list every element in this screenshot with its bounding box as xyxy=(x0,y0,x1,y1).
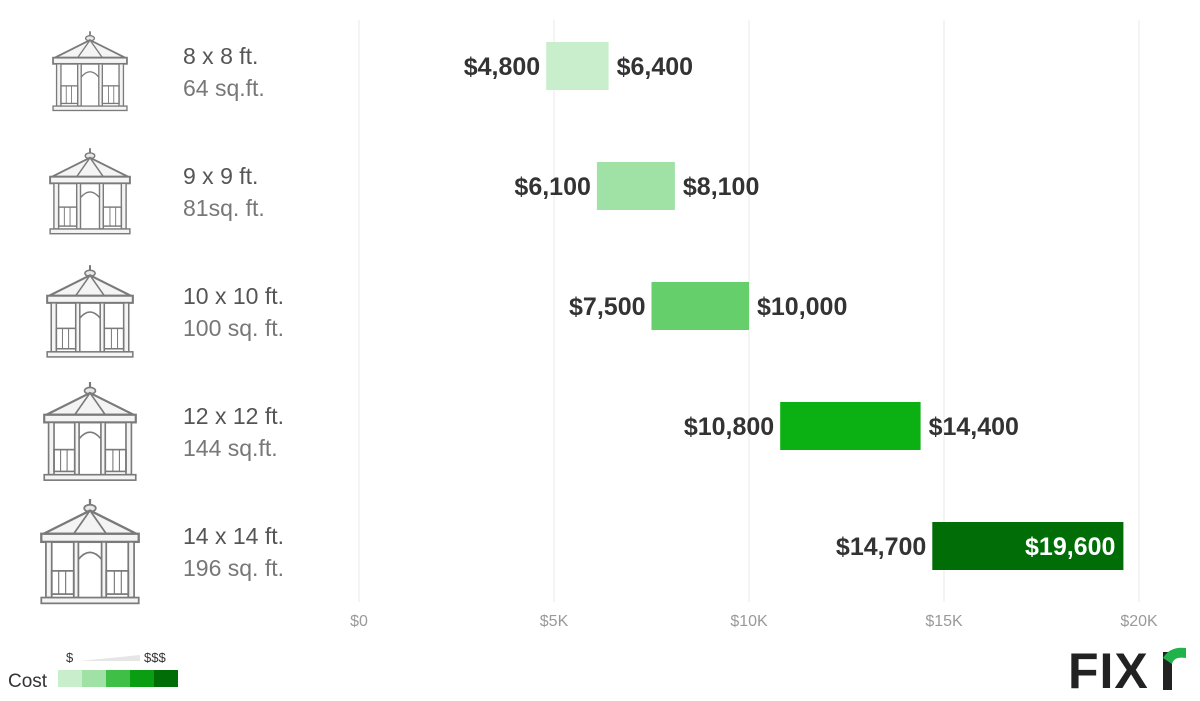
size-label: 8 x 8 ft. xyxy=(183,43,258,69)
x-tick-label: $0 xyxy=(350,613,368,630)
legend-swatch xyxy=(106,670,130,687)
high-value-label: $6,400 xyxy=(617,53,693,81)
logo-r-stem xyxy=(1163,652,1172,690)
size-label: 14 x 14 ft. xyxy=(183,523,284,549)
range-bar xyxy=(780,402,921,450)
gazebo-icon xyxy=(52,30,128,112)
legend-swatch xyxy=(130,670,154,687)
low-value-label: $10,800 xyxy=(684,413,774,441)
legend-swatch xyxy=(58,670,82,687)
legend-gradient-wedge xyxy=(80,655,140,661)
cost-legend: $ $$$ Cost xyxy=(8,650,178,692)
x-tick-label: $10K xyxy=(730,613,768,630)
x-tick-label: $20K xyxy=(1120,613,1158,630)
chart-row: 8 x 8 ft. 64 sq.ft. $4,800 $6,400 xyxy=(52,30,693,112)
gazebo-icon xyxy=(46,264,134,358)
legend-swatch xyxy=(154,670,178,687)
chart-row: 10 x 10 ft. 100 sq. ft. $7,500 $10,000 xyxy=(46,264,847,358)
legend-low-symbol: $ xyxy=(66,650,74,665)
chart-row: 14 x 14 ft. 196 sq. ft. $14,700 $19,600 xyxy=(40,497,1124,605)
legend-swatch xyxy=(82,670,106,687)
low-value-label: $14,700 xyxy=(836,533,926,561)
area-label: 100 sq. ft. xyxy=(183,315,284,341)
area-label: 144 sq.ft. xyxy=(183,435,278,461)
size-label: 9 x 9 ft. xyxy=(183,163,258,189)
legend-high-symbol: $$$ xyxy=(144,650,166,665)
area-label: 81sq. ft. xyxy=(183,195,265,221)
range-bar xyxy=(651,282,749,330)
gazebo-icon xyxy=(40,497,140,605)
size-label: 12 x 12 ft. xyxy=(183,403,284,429)
fixr-logo: FIX xyxy=(1068,643,1186,699)
range-bar xyxy=(546,42,609,90)
high-value-label: $10,000 xyxy=(757,293,847,321)
high-value-label: $19,600 xyxy=(1025,533,1115,561)
area-label: 64 sq.ft. xyxy=(183,75,265,101)
size-label: 10 x 10 ft. xyxy=(183,283,284,309)
high-value-label: $8,100 xyxy=(683,173,759,201)
chart-row: 12 x 12 ft. 144 sq.ft. $10,800 $14,400 xyxy=(43,380,1019,482)
high-value-label: $14,400 xyxy=(929,413,1019,441)
low-value-label: $7,500 xyxy=(569,293,645,321)
x-axis-ticks: $0 $5K $10K $15K $20K xyxy=(350,613,1158,630)
legend-title: Cost xyxy=(8,671,48,692)
low-value-label: $4,800 xyxy=(464,53,540,81)
range-bar xyxy=(932,522,1124,570)
x-tick-label: $5K xyxy=(540,613,569,630)
chart-rows: 8 x 8 ft. 64 sq.ft. $4,800 $6,400 9 x 9 ft. 8… xyxy=(40,30,1124,605)
x-tick-label: $15K xyxy=(925,613,963,630)
area-label: 196 sq. ft. xyxy=(183,555,284,581)
logo-r-accent xyxy=(1163,647,1186,664)
chart-row: 9 x 9 ft. 81sq. ft. $6,100 $8,100 xyxy=(49,147,759,235)
gazebo-icon xyxy=(43,380,137,482)
low-value-label: $6,100 xyxy=(514,173,590,201)
logo-text: FIX xyxy=(1068,643,1149,699)
legend-swatches xyxy=(58,670,178,687)
range-bar xyxy=(596,162,675,210)
gazebo-icon xyxy=(49,147,131,235)
